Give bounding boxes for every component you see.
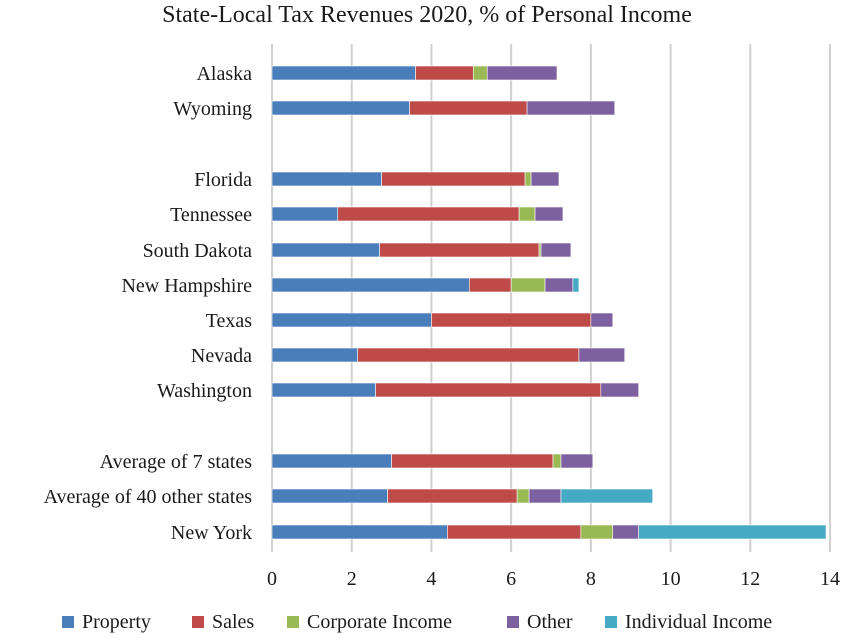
bar-segments [271, 65, 827, 540]
bar-segment [379, 242, 540, 258]
category-label: Texas [206, 310, 253, 332]
bar-segment [271, 277, 470, 293]
category-label: Average of 40 other states [44, 486, 253, 508]
bar-segment [580, 524, 614, 540]
category-label: Tennessee [170, 204, 252, 226]
bar-segment [271, 171, 382, 187]
bar-segment [472, 65, 488, 81]
x-tick-label: 6 [506, 568, 516, 590]
category-labels: Alaska Wyoming Florida Tennessee South Dakot… [44, 63, 253, 544]
bar-segment [271, 242, 380, 258]
legend-label: Sales [212, 610, 255, 633]
bar-segment [534, 206, 564, 222]
bar-segment [600, 382, 639, 398]
legend-swatch [507, 616, 519, 628]
bar-segment [381, 171, 526, 187]
grid-lines [271, 44, 831, 552]
bar-segment [544, 277, 574, 293]
legend: Property Sales Corporate Income Other Indivi… [0, 607, 854, 637]
chart-title: State-Local Tax Revenues 2020, % of Pers… [162, 2, 692, 28]
bar-segment [572, 277, 580, 293]
bar-segment [415, 65, 474, 81]
bar-segment [337, 206, 520, 222]
category-label: South Dakota [143, 240, 253, 262]
category-label: New York [171, 522, 252, 544]
legend-item: Individual Income [605, 607, 772, 637]
x-tick-label: 4 [426, 568, 436, 590]
legend-swatch [605, 616, 617, 628]
bar-segment [510, 277, 546, 293]
bar-segment [387, 488, 518, 504]
legend-swatch [287, 616, 299, 628]
legend-item: Other [507, 607, 573, 637]
bar-segment [578, 347, 626, 363]
bar-segment [271, 312, 432, 328]
bar-segment [612, 524, 639, 540]
bar-segment [271, 524, 448, 540]
x-tick-label: 10 [661, 568, 681, 590]
legend-label: Property [82, 610, 151, 633]
bar-segment [590, 312, 614, 328]
x-tick-label: 2 [347, 568, 357, 590]
x-tick-label: 0 [267, 568, 277, 590]
x-tick-label: 8 [586, 568, 596, 590]
legend-label: Individual Income [625, 610, 773, 633]
bar-segment [391, 453, 554, 469]
bar-segment [271, 347, 358, 363]
bar-segment [271, 453, 392, 469]
bar-segment [271, 65, 416, 81]
bar-segment [516, 488, 530, 504]
bar-segment [540, 242, 572, 258]
bar-segment [431, 312, 592, 328]
category-label: Alaska [196, 63, 252, 85]
bar-segment [560, 488, 653, 504]
x-tick-label: 12 [740, 568, 760, 590]
category-label: Average of 7 states [100, 451, 253, 473]
x-axis-ticks: 0 2 4 6 8 10 12 14 [267, 568, 840, 590]
legend-item: Sales [192, 607, 254, 637]
bar-segment [530, 171, 560, 187]
category-label: Florida [194, 169, 252, 191]
legend-item: Property [62, 607, 151, 637]
bar-segment [552, 453, 562, 469]
bar-segment [271, 488, 388, 504]
category-label: Washington [157, 380, 252, 402]
bar-segment [271, 100, 410, 116]
bar-segment [271, 206, 339, 222]
bar-segment [357, 347, 580, 363]
legend-swatch [192, 616, 204, 628]
bar-segment [409, 100, 528, 116]
legend-item: Corporate Income [287, 607, 452, 637]
bar-segment [518, 206, 536, 222]
bar-segment [638, 524, 827, 540]
bar-segment [468, 277, 512, 293]
bar-segment [271, 382, 376, 398]
chart-plot: Alaska Wyoming Florida Tennessee South Dakot… [44, 44, 840, 590]
bar-segment [375, 382, 602, 398]
legend-label: Corporate Income [307, 610, 452, 633]
bar-segment [528, 488, 562, 504]
category-label: New Hampshire [121, 275, 252, 297]
legend-swatch [62, 616, 74, 628]
bar-segment [447, 524, 582, 540]
bar-segment [526, 100, 616, 116]
bar-segment [486, 65, 558, 81]
bar-segment [524, 171, 532, 187]
category-label: Wyoming [173, 98, 252, 120]
category-label: Nevada [191, 345, 252, 367]
bar-segment [560, 453, 594, 469]
x-tick-label: 14 [820, 568, 840, 590]
legend-label: Other [527, 610, 573, 633]
